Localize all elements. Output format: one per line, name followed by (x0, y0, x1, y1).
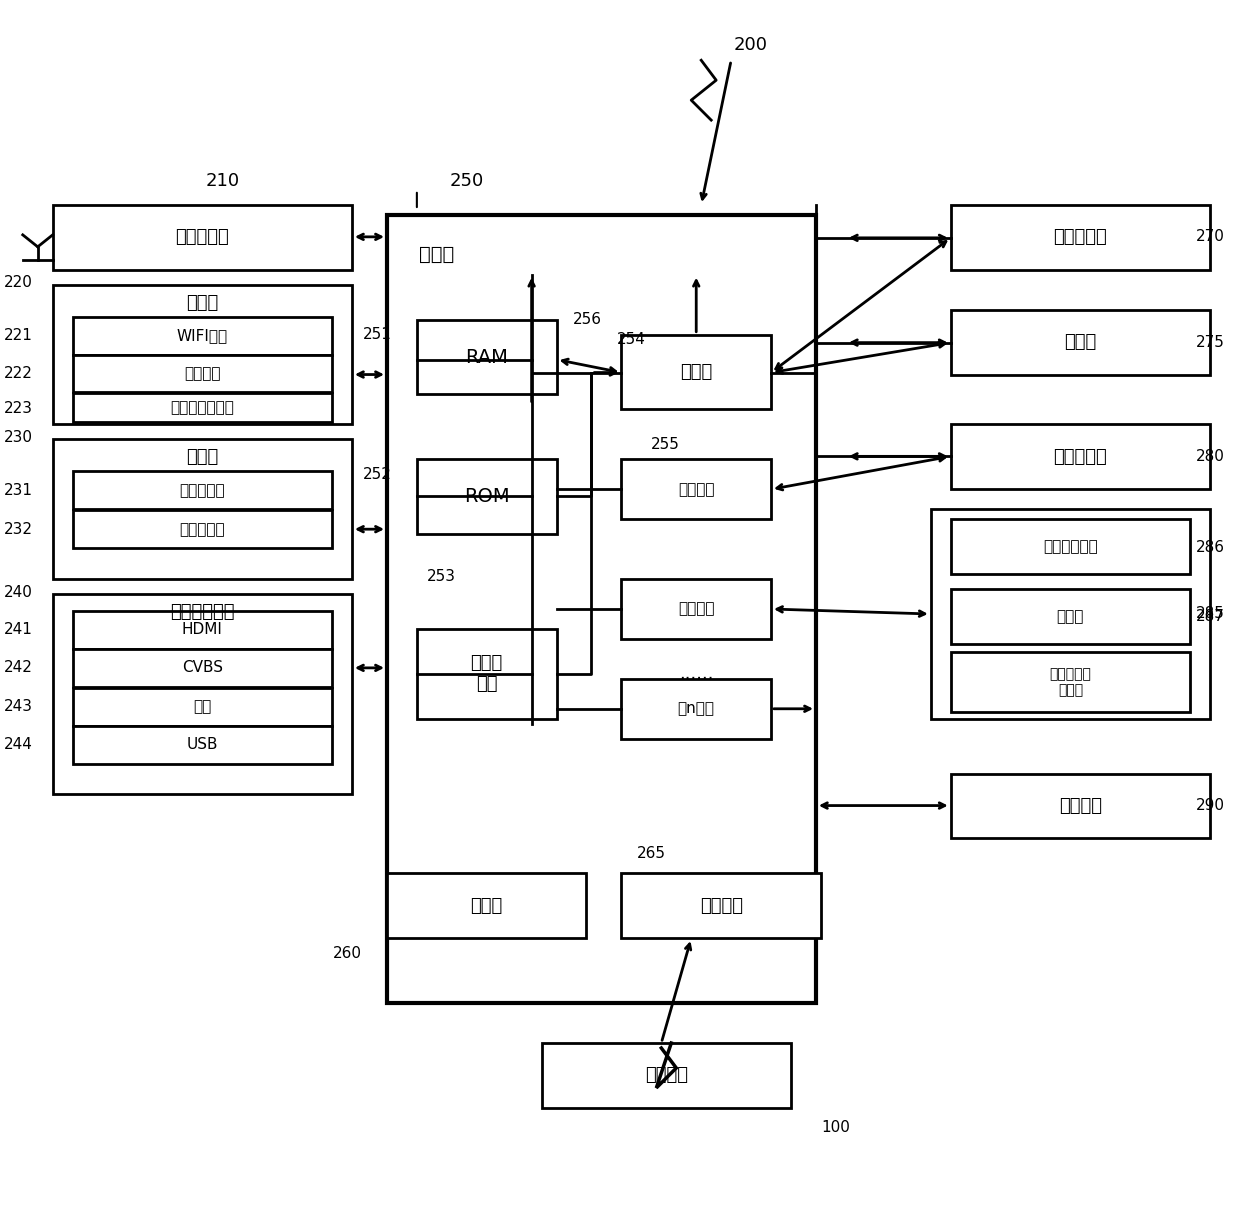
Text: 外接音响输
出端子: 外接音响输 出端子 (1049, 667, 1091, 696)
Text: 256: 256 (573, 312, 601, 327)
Text: 232: 232 (4, 521, 32, 536)
Text: 220: 220 (4, 275, 32, 290)
FancyBboxPatch shape (387, 215, 816, 1004)
FancyBboxPatch shape (73, 317, 332, 355)
Text: 280: 280 (1197, 449, 1225, 464)
Text: 223: 223 (4, 401, 32, 416)
Text: 调谐解调器: 调谐解调器 (176, 229, 229, 246)
FancyBboxPatch shape (73, 688, 332, 726)
Text: 240: 240 (4, 585, 32, 600)
Text: 100: 100 (821, 1120, 849, 1136)
Text: 音频处理器: 音频处理器 (1054, 448, 1107, 466)
Text: 260: 260 (334, 946, 362, 961)
Text: 图形处
理器: 图形处 理器 (470, 655, 503, 693)
Text: 控制器: 控制器 (419, 245, 454, 264)
Text: RAM: RAM (465, 348, 508, 366)
Text: 285: 285 (1197, 607, 1225, 622)
Text: 显示器: 显示器 (1064, 333, 1096, 351)
FancyBboxPatch shape (931, 509, 1210, 718)
Text: ......: ...... (680, 665, 713, 683)
Text: 221: 221 (4, 328, 32, 343)
Text: 255: 255 (651, 437, 681, 452)
Text: 用户接口: 用户接口 (699, 897, 743, 914)
Text: 有线以太网模块: 有线以太网模块 (170, 400, 234, 415)
Text: ROM: ROM (464, 487, 510, 507)
FancyBboxPatch shape (387, 874, 587, 939)
Text: 200: 200 (734, 37, 768, 54)
Text: 声音采集器: 声音采集器 (180, 482, 226, 498)
Text: 244: 244 (4, 737, 32, 753)
Text: 286: 286 (1197, 540, 1225, 554)
Text: WIFI模块: WIFI模块 (177, 328, 228, 343)
Text: 分量: 分量 (193, 699, 212, 715)
FancyBboxPatch shape (951, 652, 1190, 712)
FancyBboxPatch shape (73, 393, 332, 422)
Text: 外部装置接口: 外部装置接口 (170, 603, 234, 621)
FancyBboxPatch shape (542, 1043, 791, 1108)
Text: 检测器: 检测器 (186, 448, 218, 466)
FancyBboxPatch shape (951, 519, 1190, 574)
FancyBboxPatch shape (73, 726, 332, 764)
FancyBboxPatch shape (951, 310, 1210, 375)
Text: 210: 210 (206, 171, 239, 190)
Text: 241: 241 (4, 623, 32, 638)
FancyBboxPatch shape (52, 285, 352, 425)
FancyBboxPatch shape (951, 589, 1190, 644)
Text: 视频处理器: 视频处理器 (1054, 229, 1107, 246)
Text: 存储器: 存储器 (470, 897, 503, 914)
FancyBboxPatch shape (52, 439, 352, 579)
Text: 265: 265 (637, 847, 666, 862)
Text: 通信器: 通信器 (186, 294, 218, 312)
FancyBboxPatch shape (621, 679, 771, 739)
Text: 254: 254 (616, 332, 645, 348)
FancyBboxPatch shape (73, 611, 332, 649)
Text: 控制装置: 控制装置 (645, 1066, 688, 1084)
FancyBboxPatch shape (951, 774, 1210, 838)
Text: 第二接口: 第二接口 (678, 601, 714, 617)
Text: 290: 290 (1197, 798, 1225, 813)
FancyBboxPatch shape (951, 425, 1210, 490)
Text: 230: 230 (4, 430, 32, 444)
Text: 287: 287 (1197, 610, 1225, 624)
Text: 270: 270 (1197, 229, 1225, 245)
FancyBboxPatch shape (621, 874, 821, 939)
Text: 蓝牙模块: 蓝牙模块 (184, 366, 221, 381)
Text: 253: 253 (428, 569, 456, 584)
FancyBboxPatch shape (73, 649, 332, 687)
Text: 243: 243 (4, 699, 32, 715)
FancyBboxPatch shape (73, 510, 332, 548)
Text: 231: 231 (4, 482, 32, 498)
Text: 供电电源: 供电电源 (1059, 797, 1102, 815)
FancyBboxPatch shape (73, 355, 332, 393)
FancyBboxPatch shape (52, 594, 352, 793)
FancyBboxPatch shape (621, 459, 771, 519)
Text: 251: 251 (363, 327, 392, 343)
Text: 音频输出接口: 音频输出接口 (1043, 539, 1097, 554)
FancyBboxPatch shape (417, 319, 557, 394)
Text: 242: 242 (4, 661, 32, 676)
Text: USB: USB (186, 737, 218, 753)
FancyBboxPatch shape (621, 334, 771, 410)
FancyBboxPatch shape (417, 459, 557, 534)
FancyBboxPatch shape (621, 579, 771, 639)
Text: 第n接口: 第n接口 (678, 701, 714, 716)
FancyBboxPatch shape (417, 629, 557, 718)
Text: 第一接口: 第一接口 (678, 482, 714, 497)
FancyBboxPatch shape (951, 204, 1210, 269)
Text: HDMI: HDMI (182, 623, 223, 638)
Text: 252: 252 (363, 466, 392, 482)
Text: 275: 275 (1197, 335, 1225, 350)
FancyBboxPatch shape (52, 204, 352, 269)
Text: 扬声器: 扬声器 (1056, 610, 1084, 624)
Text: 处理器: 处理器 (680, 364, 712, 381)
FancyBboxPatch shape (73, 471, 332, 509)
Text: CVBS: CVBS (182, 661, 223, 676)
Text: 222: 222 (4, 366, 32, 381)
Text: 250: 250 (450, 171, 484, 190)
Text: 图像采集器: 图像采集器 (180, 521, 226, 536)
